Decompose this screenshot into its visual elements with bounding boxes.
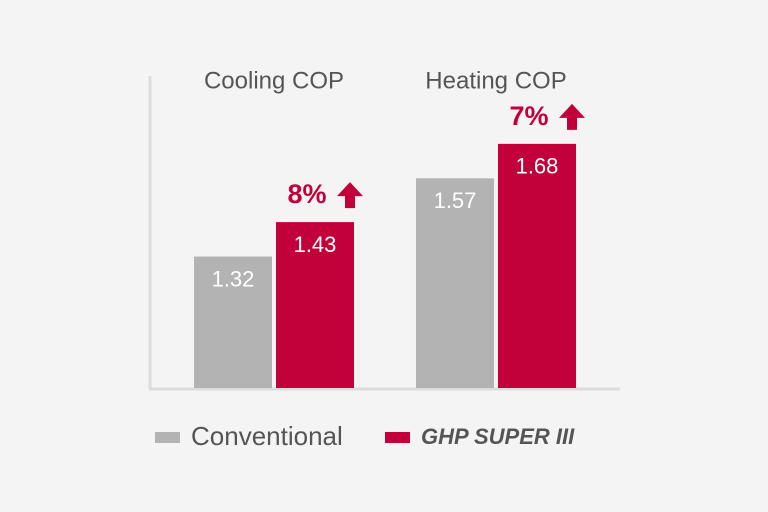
value-label: 1.43 (294, 232, 337, 257)
legend-swatch (385, 432, 410, 443)
value-label: 1.57 (434, 188, 477, 213)
category-label: Heating COP (425, 67, 566, 94)
annotation: 7% (509, 101, 548, 131)
bar (416, 178, 494, 388)
bar (498, 143, 576, 388)
bar (194, 256, 272, 388)
up-arrow (559, 103, 585, 130)
legend-label: Conventional (191, 421, 343, 451)
up-arrow (337, 182, 363, 209)
annotation: 8% (287, 179, 326, 209)
value-label: 1.68 (516, 154, 559, 179)
legend-label: GHP SUPER III (421, 424, 575, 449)
bar (276, 222, 354, 388)
category-label: Cooling COP (204, 67, 344, 94)
legend-swatch (155, 432, 180, 443)
value-label: 1.32 (212, 266, 255, 291)
